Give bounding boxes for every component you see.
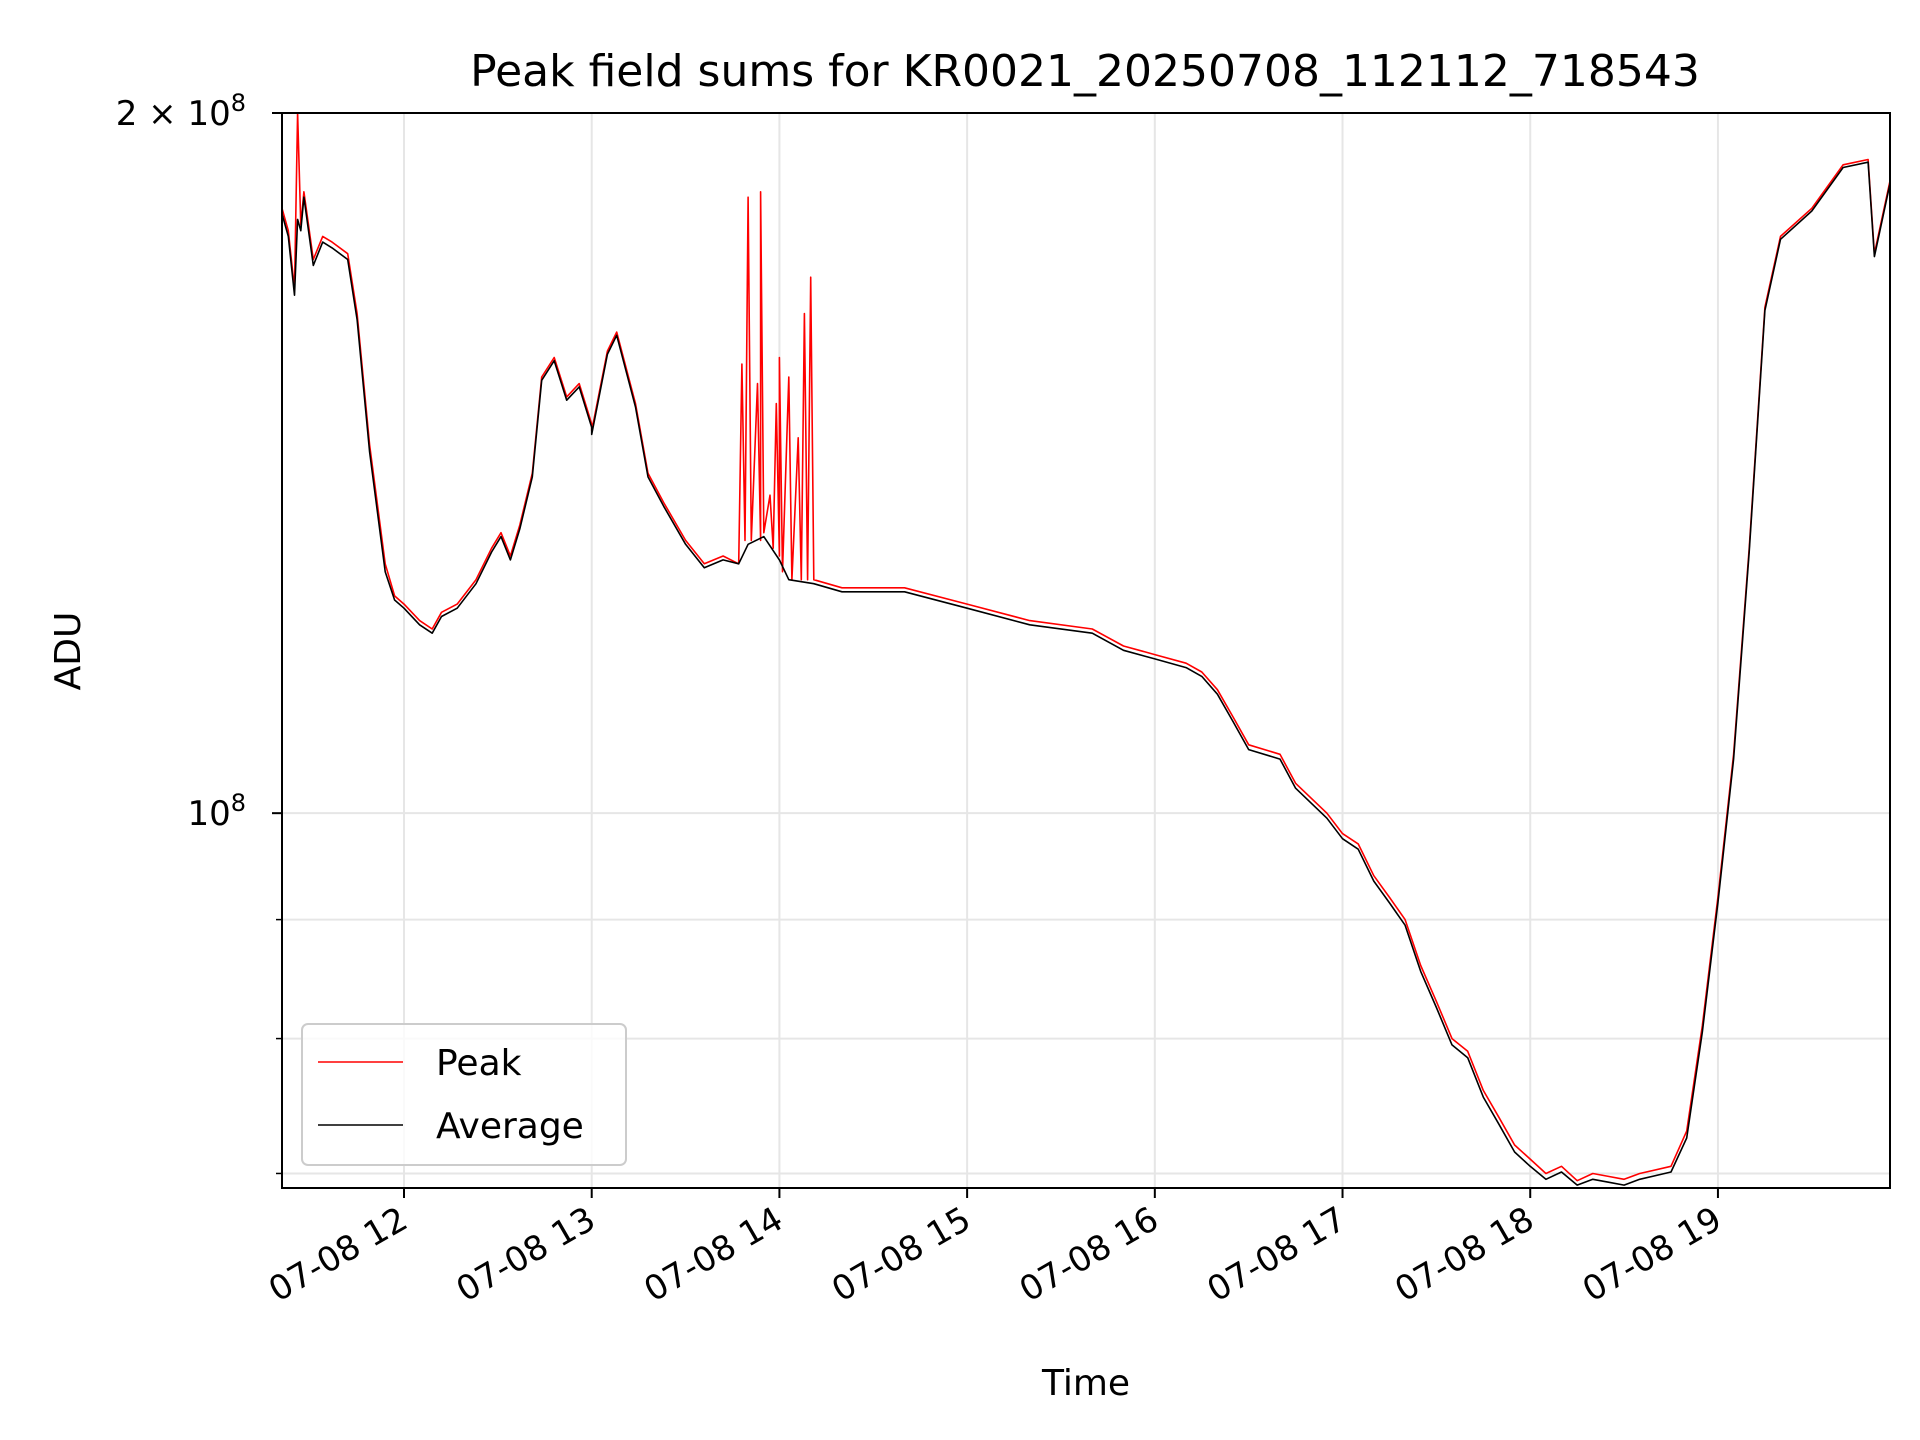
x-tick-label: 07-08 18	[1388, 1199, 1540, 1310]
legend-label: Average	[436, 1106, 584, 1147]
chart-title: Peak field sums for KR0021_20250708_1121…	[470, 46, 1700, 97]
x-tick-label: 07-08 12	[262, 1199, 414, 1310]
y-tick-label: 2 × 108	[116, 89, 246, 134]
x-tick-label: 07-08 17	[1201, 1199, 1353, 1310]
series-line-peak	[281, 112, 1891, 1182]
y-axis: 2 × 108 108	[116, 89, 282, 1175]
x-axis: 07-08 12 07-08 13 07-08 14 07-08 15 07-08 16…	[262, 1188, 1728, 1310]
series-line-average	[281, 161, 1891, 1186]
y-axis-title: ADU	[48, 612, 89, 691]
x-axis-title: Time	[1041, 1363, 1130, 1404]
legend-label: Peak	[436, 1043, 522, 1084]
plot-frame	[281, 112, 1891, 1189]
x-tick-label: 07-08 19	[1576, 1199, 1728, 1310]
x-tick-label: 07-08 13	[450, 1199, 602, 1310]
series-layer	[281, 112, 1891, 1186]
x-tick-label: 07-08 15	[825, 1199, 977, 1310]
y-tick-label: 108	[187, 789, 246, 834]
legend: Peak Average	[301, 1023, 627, 1166]
x-tick-label: 07-08 14	[638, 1199, 790, 1310]
x-tick-label: 07-08 16	[1013, 1199, 1165, 1310]
legend-box	[301, 1023, 627, 1166]
